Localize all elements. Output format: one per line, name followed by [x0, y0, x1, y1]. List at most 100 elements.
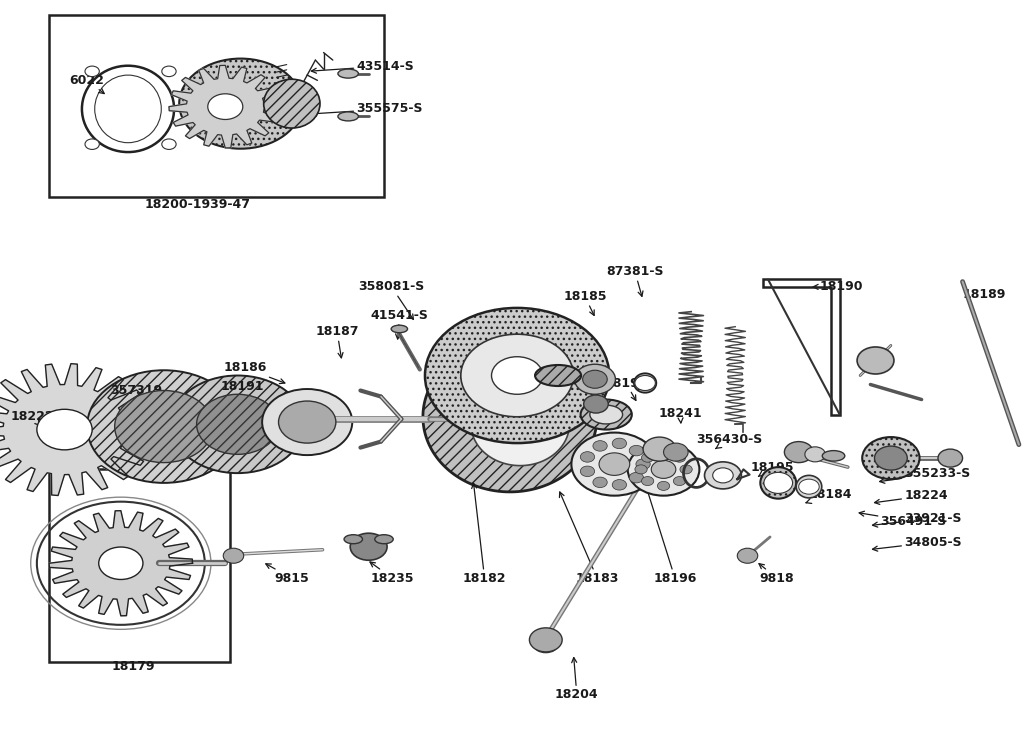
Circle shape: [674, 453, 686, 462]
Ellipse shape: [94, 75, 162, 143]
Circle shape: [857, 347, 894, 374]
Circle shape: [705, 462, 741, 489]
Text: 18179: 18179: [112, 660, 155, 674]
Circle shape: [223, 548, 244, 563]
Text: 18204: 18204: [555, 658, 599, 701]
Ellipse shape: [536, 365, 582, 386]
Circle shape: [425, 308, 609, 443]
Text: 18182: 18182: [463, 484, 506, 585]
Circle shape: [529, 628, 562, 652]
Circle shape: [805, 447, 825, 462]
Circle shape: [584, 395, 608, 413]
Ellipse shape: [797, 475, 821, 498]
Text: 358081-S: 358081-S: [358, 280, 425, 319]
Circle shape: [162, 139, 176, 149]
Text: 18190: 18190: [813, 280, 862, 294]
Ellipse shape: [634, 373, 656, 393]
Circle shape: [784, 442, 813, 463]
Circle shape: [664, 443, 688, 461]
Ellipse shape: [375, 535, 393, 544]
Circle shape: [657, 448, 670, 457]
Circle shape: [593, 477, 607, 487]
Circle shape: [635, 376, 655, 391]
Circle shape: [171, 376, 304, 473]
Circle shape: [593, 441, 607, 451]
Circle shape: [641, 453, 653, 462]
Text: 18224: 18224: [874, 489, 948, 505]
Circle shape: [674, 477, 686, 486]
Circle shape: [713, 468, 733, 483]
Text: 34805-S: 34805-S: [872, 535, 962, 551]
Text: 356430-S: 356430-S: [696, 433, 763, 448]
Circle shape: [37, 409, 92, 450]
Circle shape: [657, 481, 670, 490]
Text: 18196: 18196: [643, 481, 696, 585]
Circle shape: [583, 370, 607, 388]
Ellipse shape: [590, 406, 623, 424]
Polygon shape: [471, 383, 569, 466]
Circle shape: [350, 533, 387, 560]
Ellipse shape: [822, 451, 845, 461]
Circle shape: [574, 364, 615, 394]
Text: 18189: 18189: [963, 288, 1006, 301]
Ellipse shape: [338, 112, 358, 121]
Text: 356491-S: 356491-S: [859, 511, 947, 529]
Circle shape: [599, 453, 630, 475]
Circle shape: [629, 445, 643, 456]
Ellipse shape: [760, 467, 797, 499]
Text: 18184: 18184: [806, 487, 852, 503]
Ellipse shape: [338, 69, 358, 78]
Circle shape: [874, 446, 907, 470]
Circle shape: [179, 59, 302, 149]
Text: 9815: 9815: [266, 564, 309, 585]
Text: 18200-1939-47: 18200-1939-47: [144, 198, 251, 211]
Bar: [49, 15, 384, 197]
Circle shape: [641, 477, 653, 486]
Text: 18188: 18188: [469, 320, 512, 343]
Circle shape: [85, 66, 99, 77]
Polygon shape: [423, 342, 597, 492]
Circle shape: [643, 437, 676, 461]
Circle shape: [115, 391, 213, 463]
Text: 355575-S: 355575-S: [311, 102, 423, 116]
Circle shape: [571, 433, 657, 496]
Text: 43514-S: 43514-S: [311, 59, 414, 74]
Circle shape: [492, 357, 543, 394]
Text: 355233-S: 355233-S: [880, 466, 971, 484]
Text: 9818: 9818: [759, 563, 795, 585]
Text: 18241: 18241: [658, 406, 702, 423]
Bar: [49, 469, 230, 662]
Circle shape: [628, 443, 699, 496]
Polygon shape: [0, 363, 155, 496]
Text: 41541-S: 41541-S: [371, 309, 429, 339]
Circle shape: [612, 480, 627, 490]
Circle shape: [629, 472, 643, 483]
Text: 18195: 18195: [751, 460, 794, 476]
Text: 18186: 18186: [223, 361, 285, 384]
Circle shape: [197, 394, 279, 454]
Circle shape: [279, 401, 336, 443]
Circle shape: [162, 66, 176, 77]
Ellipse shape: [82, 65, 174, 152]
Text: 18222: 18222: [10, 410, 54, 426]
Circle shape: [98, 547, 143, 580]
Text: 87381-S: 87381-S: [606, 265, 664, 297]
Text: 18187: 18187: [315, 325, 358, 358]
Ellipse shape: [535, 639, 557, 653]
Circle shape: [651, 460, 676, 478]
Circle shape: [85, 139, 99, 149]
Circle shape: [87, 370, 241, 483]
Ellipse shape: [263, 79, 319, 128]
Text: 33921-S: 33921-S: [872, 511, 962, 527]
Text: 18185: 18185: [563, 290, 606, 315]
Circle shape: [862, 437, 920, 479]
Circle shape: [680, 465, 692, 474]
Circle shape: [581, 466, 595, 477]
Circle shape: [737, 548, 758, 563]
Circle shape: [581, 451, 595, 462]
Circle shape: [208, 94, 243, 119]
Ellipse shape: [581, 400, 632, 430]
Circle shape: [764, 472, 793, 493]
Circle shape: [799, 479, 819, 494]
Text: 18191: 18191: [220, 380, 263, 401]
